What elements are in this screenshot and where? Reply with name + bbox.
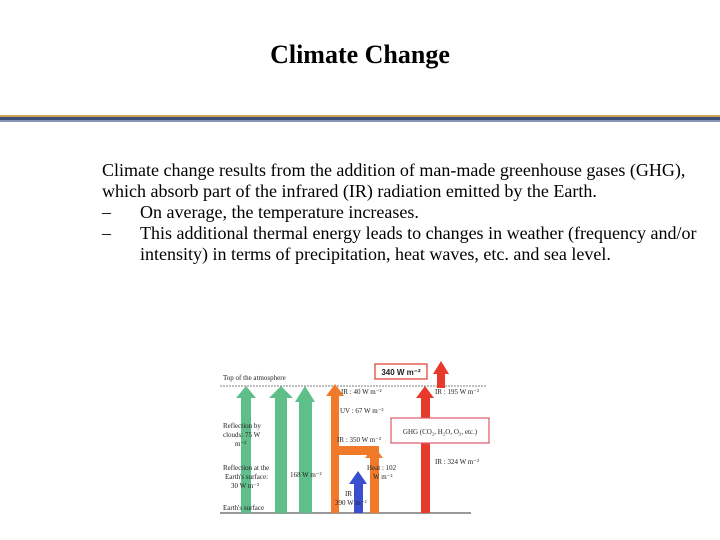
title-divider (0, 115, 720, 122)
orange-heat-arrowhead (365, 446, 383, 458)
bullet-text: This additional thermal energy leads to … (140, 223, 697, 264)
red-right-shaft (421, 398, 430, 513)
green-left-shaft (241, 398, 251, 513)
blue-arrowhead (349, 471, 367, 484)
energy-balance-svg: 340 W m⁻² GHG (CO₂, H₂O, O₃, etc.) Top o… (220, 361, 490, 514)
green-right-shaft (299, 398, 312, 513)
orange-heat-shaft (370, 446, 379, 513)
orange-ir40-arrowhead (326, 384, 344, 396)
slide-title: Climate Change (270, 40, 450, 69)
incoming-box (374, 363, 428, 380)
absorbed-label: 168 W m⁻² (290, 471, 322, 479)
red-up-shaft (437, 374, 445, 388)
surface-refl-label-3: 30 W m⁻² (231, 482, 259, 490)
green-mid-arrowhead (269, 386, 293, 398)
green-left-arrowhead (236, 386, 256, 398)
red-up-arrowhead (433, 361, 449, 374)
bullet-dash: – (102, 223, 111, 243)
clouds-label-1: Reflection by (223, 422, 261, 430)
energy-balance-diagram: 340 W m⁻² GHG (CO₂, H₂O, O₃, etc.) Top o… (215, 358, 505, 518)
surface-refl-label-2: Earth's surface: (225, 473, 268, 481)
bullet-dash: – (102, 202, 111, 222)
ir324-label: IR : 324 W m⁻² (435, 458, 479, 466)
blue-shaft (354, 482, 363, 513)
red-right-arrowhead (416, 386, 434, 398)
bullet-item: – This additional thermal energy leads t… (102, 223, 702, 265)
incoming-label: 340 W m⁻² (381, 368, 421, 377)
slide-body: Climate change results from the addition… (102, 160, 702, 265)
ir390-label-1: IR : (345, 490, 356, 498)
ir350-label: IR : 350 W m⁻² (337, 436, 381, 444)
ghg-box (390, 417, 490, 444)
clouds-label-2: clouds: 75 W (223, 431, 261, 439)
bullet-text: On average, the temperature increases. (140, 202, 419, 222)
intro-paragraph: Climate change results from the addition… (102, 160, 686, 201)
top-atmosphere-label: Top of the atmosphere (223, 374, 286, 382)
green-mid-shaft (275, 398, 287, 513)
bullet-item: – On average, the temperature increases. (102, 202, 702, 223)
green-right-arrowhead (295, 386, 315, 402)
heat-label-1: Heat : 102 (367, 464, 397, 472)
surface-refl-label-1: Reflection at the (223, 464, 269, 472)
ir40-label: IR : 40 W m⁻² (341, 388, 382, 396)
clouds-label-3: m⁻² (235, 440, 246, 448)
uv67-label: UV : 67 W m⁻² (340, 407, 384, 415)
earth-surface-label: Earth's surface (223, 504, 264, 512)
orange-horizontal (331, 446, 379, 455)
heat-label-2: W m⁻² (373, 473, 392, 481)
ir195-label: IR : 195 W m⁻² (435, 388, 479, 396)
ghg-label: GHG (CO₂, H₂O, O₃, etc.) (403, 428, 478, 436)
ir390-label-2: 390 W m⁻² (335, 499, 367, 507)
